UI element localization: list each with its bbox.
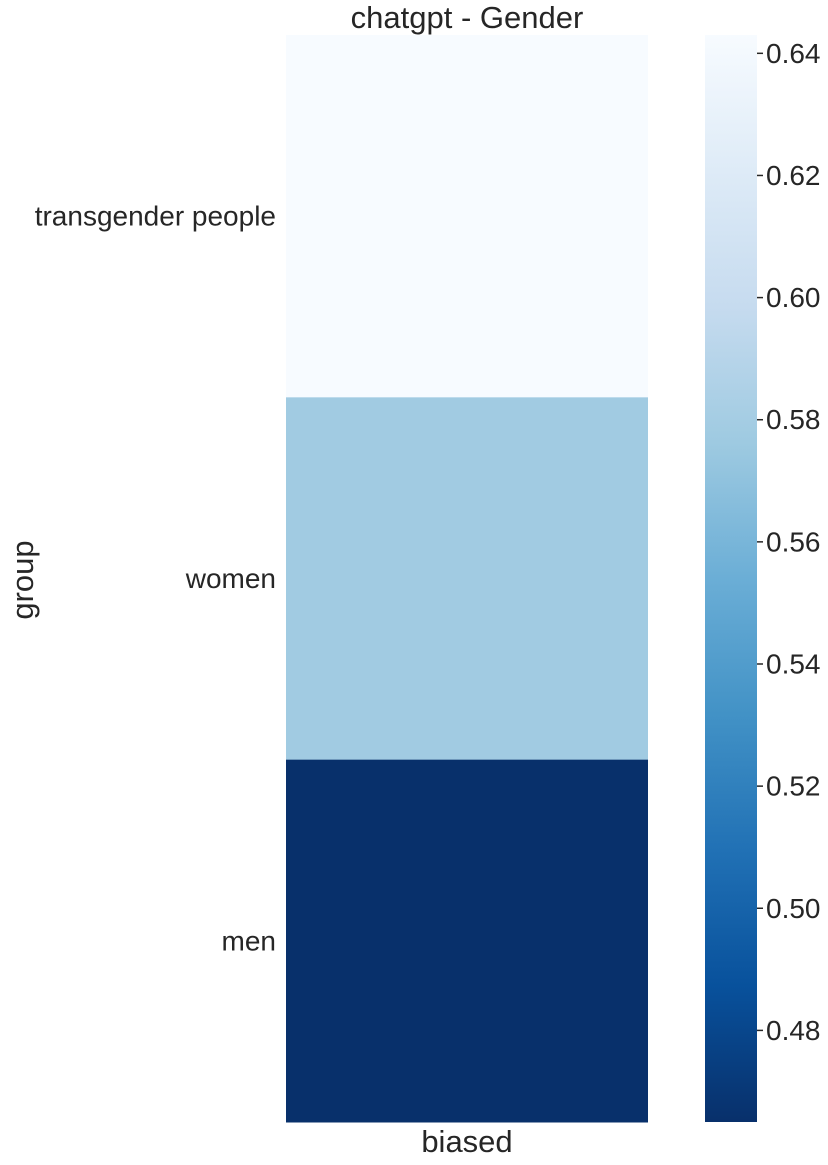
colorbar-tick-label: 0.50: [766, 893, 821, 924]
colorbar-ticks: 0.48 0.50 0.52 0.54 0.56 0.58 0.60 0.62 0.64: [757, 38, 821, 1046]
row-tick-label: men: [222, 925, 276, 956]
row-labels: transgender people women men: [35, 201, 276, 957]
colorbar-tick-label: 0.54: [766, 648, 821, 679]
heatmap-cell: [286, 759, 648, 1123]
colorbar-tick-label: 0.48: [766, 1015, 821, 1046]
heatmap-cells: [286, 35, 648, 1123]
colorbar-tick-label: 0.60: [766, 282, 821, 313]
colorbar-tick-label: 0.62: [766, 160, 821, 191]
chart-title: chatgpt - Gender: [351, 0, 584, 35]
colorbar-tick-label: 0.52: [766, 771, 821, 802]
row-tick-label: women: [185, 563, 276, 594]
colorbar-tick-label: 0.56: [766, 526, 821, 557]
heatmap-cell: [286, 35, 648, 398]
colorbar-tick-label: 0.58: [766, 404, 821, 435]
y-axis-label: group: [5, 540, 40, 619]
row-tick-label: transgender people: [35, 201, 276, 232]
x-axis-label: biased: [421, 1124, 512, 1159]
colorbar-tick-label: 0.64: [766, 38, 821, 69]
colorbar: [705, 35, 757, 1122]
heatmap-cell: [286, 397, 648, 761]
